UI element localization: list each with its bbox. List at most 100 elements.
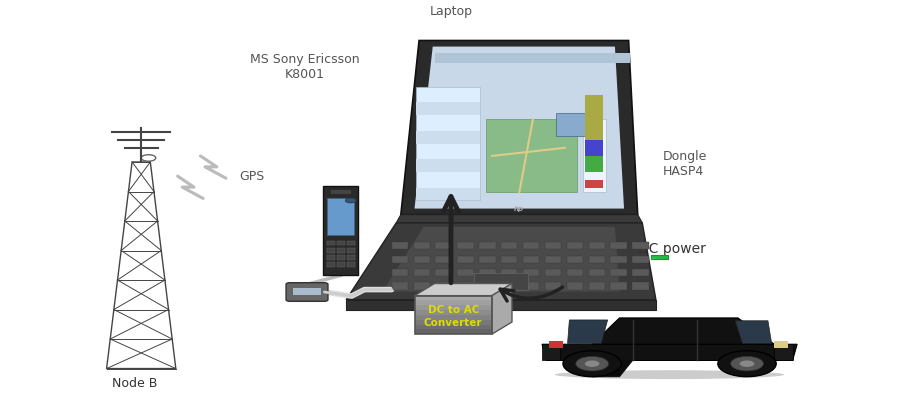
Polygon shape <box>346 223 656 300</box>
Bar <box>545 282 561 290</box>
Bar <box>415 329 492 334</box>
Polygon shape <box>492 284 512 334</box>
Bar <box>632 269 649 276</box>
Circle shape <box>731 356 763 371</box>
Bar <box>523 256 539 263</box>
Bar <box>457 242 474 249</box>
Bar <box>331 190 351 194</box>
Text: MS Sony Ericsson
K8001: MS Sony Ericsson K8001 <box>251 53 360 81</box>
Polygon shape <box>542 344 797 360</box>
Bar <box>327 241 335 245</box>
Bar <box>337 248 345 253</box>
Bar <box>501 256 517 263</box>
Bar <box>479 269 496 276</box>
Polygon shape <box>323 186 358 275</box>
Bar <box>542 344 560 360</box>
Bar <box>414 256 430 263</box>
Bar <box>523 282 539 290</box>
Polygon shape <box>346 300 656 310</box>
Bar <box>774 344 793 360</box>
Bar <box>632 256 649 263</box>
Bar <box>415 296 492 301</box>
Circle shape <box>563 351 621 377</box>
Bar <box>337 241 345 245</box>
Bar <box>392 242 408 249</box>
Bar <box>610 242 627 249</box>
Text: Dongle
HASP4: Dongle HASP4 <box>663 150 708 178</box>
Text: Converter: Converter <box>424 318 483 328</box>
Bar <box>337 255 345 260</box>
Bar <box>415 315 492 320</box>
Bar <box>501 242 517 249</box>
Bar <box>567 256 583 263</box>
Bar <box>392 269 408 276</box>
Circle shape <box>740 360 754 367</box>
Bar <box>589 269 605 276</box>
Bar <box>415 305 492 310</box>
Bar <box>347 262 355 267</box>
Polygon shape <box>383 227 619 292</box>
Bar <box>416 87 480 200</box>
Bar <box>523 242 539 249</box>
Bar <box>415 324 492 329</box>
Bar <box>523 269 539 276</box>
Text: Node B: Node B <box>112 377 158 390</box>
Circle shape <box>585 360 599 367</box>
Bar <box>479 256 496 263</box>
Bar <box>585 180 603 188</box>
Bar <box>651 255 668 259</box>
Bar <box>474 273 528 290</box>
Circle shape <box>718 351 776 377</box>
Bar <box>583 119 606 192</box>
Bar <box>327 248 335 253</box>
Bar <box>501 269 517 276</box>
Bar <box>435 256 452 263</box>
Bar <box>585 124 603 156</box>
Bar <box>567 242 583 249</box>
Bar <box>293 288 321 295</box>
Bar <box>435 269 452 276</box>
Bar <box>415 320 492 324</box>
Bar <box>435 242 452 249</box>
Bar <box>632 242 649 249</box>
Polygon shape <box>592 360 633 377</box>
Bar <box>327 255 335 260</box>
Bar <box>416 102 480 115</box>
Polygon shape <box>592 318 774 344</box>
Bar <box>415 301 492 305</box>
Polygon shape <box>568 320 608 343</box>
Bar <box>392 256 408 263</box>
Bar <box>774 341 788 348</box>
Bar <box>457 269 474 276</box>
Bar <box>610 269 627 276</box>
Bar <box>610 256 627 263</box>
Bar <box>589 282 605 290</box>
Bar <box>567 269 583 276</box>
Bar <box>435 282 452 290</box>
Text: Laptop: Laptop <box>429 5 473 18</box>
Bar <box>435 53 630 63</box>
Text: DC power: DC power <box>638 242 706 256</box>
Bar <box>416 159 480 172</box>
Bar <box>457 256 474 263</box>
Bar <box>327 262 335 267</box>
Bar <box>632 282 649 290</box>
FancyBboxPatch shape <box>286 283 328 301</box>
Text: DC to AC: DC to AC <box>427 305 479 315</box>
Bar <box>549 341 563 348</box>
Bar <box>415 296 492 334</box>
Bar <box>585 95 603 140</box>
Bar <box>415 310 492 315</box>
Bar <box>556 113 597 136</box>
Circle shape <box>345 198 356 203</box>
Bar <box>545 242 561 249</box>
Bar <box>457 282 474 290</box>
Bar <box>545 256 561 263</box>
Bar <box>347 241 355 245</box>
Bar <box>392 282 408 290</box>
Ellipse shape <box>555 370 784 379</box>
Polygon shape <box>735 321 772 343</box>
Bar <box>486 119 577 192</box>
Bar <box>327 198 354 235</box>
Polygon shape <box>396 215 642 223</box>
